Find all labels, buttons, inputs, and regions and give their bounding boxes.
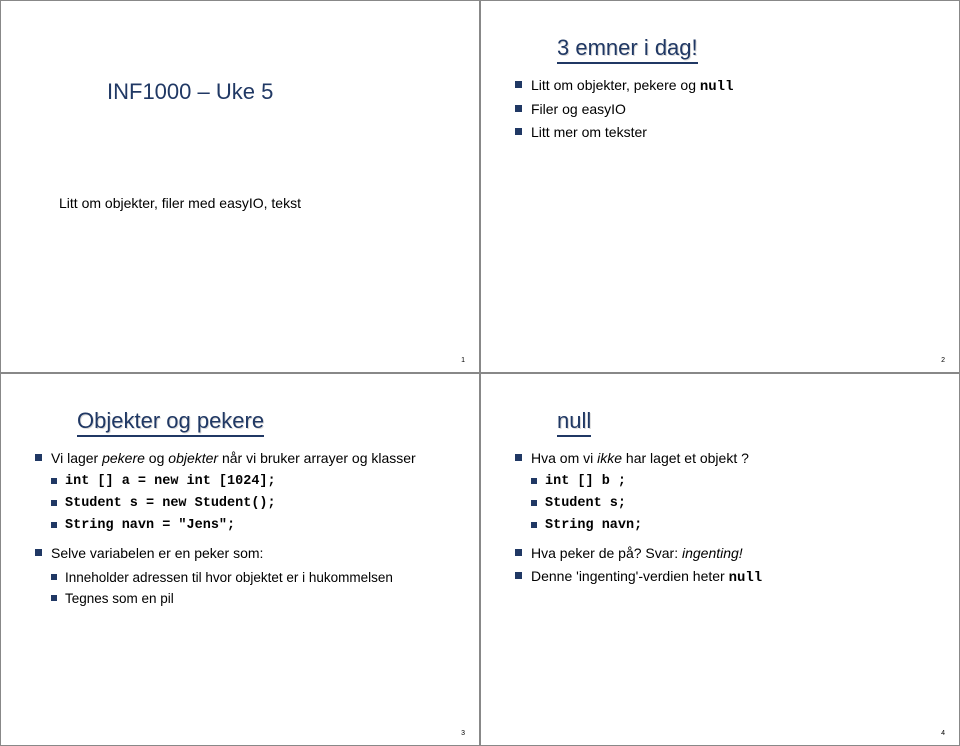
slide4-bullets: Hva om vi ikke har laget et objekt ? int…: [515, 447, 925, 589]
code-line: int [] a = new int [1024];: [51, 471, 445, 493]
sub-list: int [] a = new int [1024]; Student s = n…: [51, 471, 445, 536]
code-line: Student s = new Student();: [51, 493, 445, 515]
page-number: 2: [941, 357, 945, 364]
text: Hva peker de på? Svar:: [531, 545, 682, 561]
code-text: null: [700, 79, 734, 95]
slide-1: INF1000 – Uke 5 Litt om objekter, filer …: [0, 0, 480, 373]
list-item: Vi lager pekere og objekter når vi bruke…: [35, 447, 445, 536]
text: Denne 'ingenting'-verdien heter: [531, 568, 729, 584]
slide2-bullets: Litt om objekter, pekere og null Filer o…: [515, 74, 925, 143]
text: Selve variabelen er en peker som:: [51, 545, 263, 561]
text: Litt om objekter, pekere og: [531, 77, 700, 93]
slide-4: null Hva om vi ikke har laget et objekt …: [480, 373, 960, 746]
sub-list: int [] b ; Student s; String navn;: [531, 471, 925, 536]
code-line: Student s;: [531, 493, 925, 515]
code-line: int [] b ;: [531, 471, 925, 493]
italic-text: pekere: [102, 450, 145, 466]
sub-item: Tegnes som en pil: [51, 588, 445, 610]
code-text: null: [729, 570, 763, 586]
page-number: 4: [941, 730, 945, 737]
list-item: Litt om objekter, pekere og null: [515, 74, 925, 98]
code-line: String navn = "Jens";: [51, 515, 445, 537]
slide1-subtitle: Litt om objekter, filer med easyIO, teks…: [59, 195, 445, 211]
list-item: Filer og easyIO: [515, 98, 925, 120]
italic-text: ingenting!: [682, 545, 743, 561]
sub-item: Inneholder adressen til hvor objektet er…: [51, 567, 445, 589]
slide-grid: INF1000 – Uke 5 Litt om objekter, filer …: [0, 0, 960, 746]
text: Vi lager: [51, 450, 102, 466]
slide3-bullets: Vi lager pekere og objekter når vi bruke…: [35, 447, 445, 610]
sub-list: Inneholder adressen til hvor objektet er…: [51, 567, 445, 610]
text: har laget et objekt ?: [622, 450, 749, 466]
slide1-title: INF1000 – Uke 5: [107, 79, 445, 105]
list-item: Litt mer om tekster: [515, 121, 925, 143]
list-item: Hva om vi ikke har laget et objekt ? int…: [515, 447, 925, 536]
text: Hva om vi: [531, 450, 597, 466]
page-number: 3: [461, 730, 465, 737]
list-item: Selve variabelen er en peker som: Inneho…: [35, 542, 445, 610]
code-line: String navn;: [531, 515, 925, 537]
list-item: Denne 'ingenting'-verdien heter null: [515, 565, 925, 589]
slide-2: 3 emner i dag! Litt om objekter, pekere …: [480, 0, 960, 373]
slide2-title: 3 emner i dag!: [557, 35, 698, 64]
slide3-title: Objekter og pekere: [77, 408, 264, 437]
text: når vi bruker arrayer og klasser: [218, 450, 416, 466]
slide4-title: null: [557, 408, 591, 437]
italic-text: objekter: [168, 450, 218, 466]
list-item: Hva peker de på? Svar: ingenting!: [515, 542, 925, 564]
page-number: 1: [461, 357, 465, 364]
italic-text: ikke: [597, 450, 622, 466]
text: og: [145, 450, 168, 466]
slide-3: Objekter og pekere Vi lager pekere og ob…: [0, 373, 480, 746]
